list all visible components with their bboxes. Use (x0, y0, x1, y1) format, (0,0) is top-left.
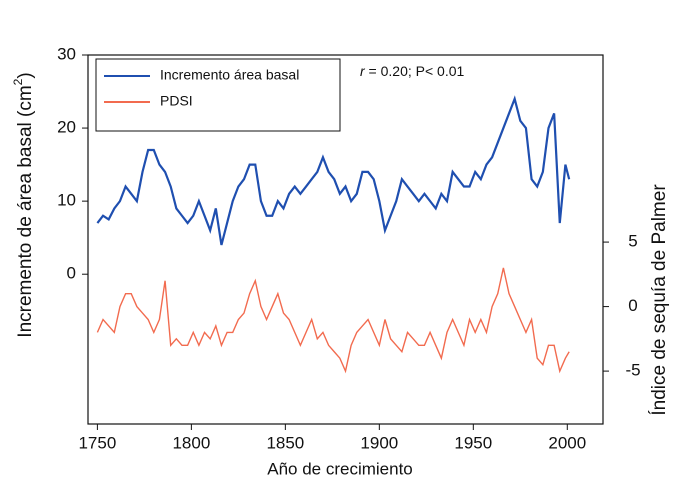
y2-tick-label: 0 (628, 296, 637, 315)
data-line (96, 267, 570, 374)
y-tick-label: 30 (57, 44, 76, 63)
y-label-text: Incremento de área basal (cm (15, 85, 36, 337)
y-tick-label: 0 (67, 264, 76, 283)
x-axis-label: Año de crecimiento (267, 459, 413, 478)
annotation-text: = 0.20; P< 0.01 (365, 63, 465, 79)
legend-label: PDSI (160, 93, 193, 109)
legend-box (95, 58, 341, 132)
y-axis-label: Incremento de área basal (cm2) (11, 72, 36, 337)
y-tick-label: 20 (57, 118, 76, 137)
x-tick-label: 1950 (454, 433, 492, 452)
y2-axis-label: Índice de sequía de Palmer (649, 184, 670, 416)
x-tick-label: 1750 (78, 433, 116, 452)
data-line (96, 95, 571, 246)
y2-tick-label: -5 (625, 361, 640, 380)
x-tick-label: 1900 (360, 433, 398, 452)
annotation-var: r (360, 63, 366, 79)
y-tick-label: 10 (57, 191, 76, 210)
plot-frame (87, 54, 604, 425)
legend-label: Incremento área basal (160, 67, 299, 83)
y2-tick-label: 5 (628, 232, 637, 251)
annotation: r = 0.20; P< 0.01 (360, 63, 465, 79)
x-tick-label: 1850 (266, 433, 304, 452)
x-tick-label: 2000 (548, 433, 586, 452)
x-tick-label: 1800 (172, 433, 210, 452)
y-label-sup: 2 (11, 78, 25, 85)
y-label-end: ) (15, 72, 36, 78)
